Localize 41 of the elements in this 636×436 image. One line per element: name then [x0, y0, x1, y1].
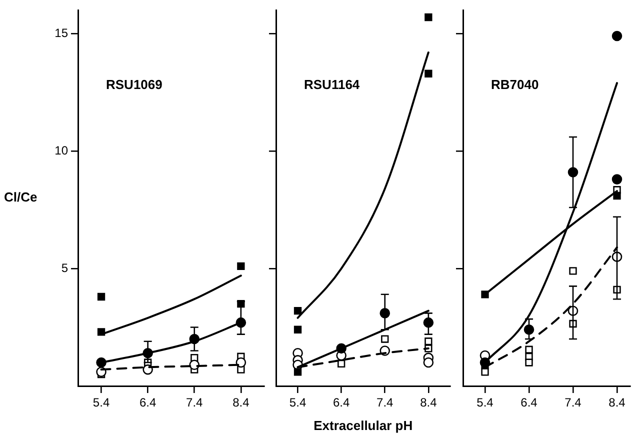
point — [424, 13, 432, 22]
x-tick-label: 5.4 — [92, 396, 110, 410]
point — [525, 346, 533, 354]
x-tick-label: 8.4 — [232, 396, 250, 410]
x-tick-label: 7.4 — [564, 396, 582, 410]
x-tick-label: 8.4 — [420, 396, 438, 410]
point — [525, 358, 533, 366]
point — [423, 357, 434, 368]
point — [424, 338, 432, 346]
point — [237, 366, 245, 374]
point — [424, 70, 432, 78]
point — [481, 368, 489, 376]
point — [612, 174, 622, 184]
x-tick-label: 6.4 — [520, 396, 538, 410]
text: RB7040 — [491, 76, 539, 92]
y-tick-label: 5 — [61, 260, 68, 275]
y-tick-label: 15 — [54, 26, 68, 40]
x-tick-label: 5.4 — [289, 396, 306, 410]
point — [237, 262, 245, 270]
point — [337, 360, 346, 368]
point — [97, 292, 106, 301]
point — [381, 335, 389, 343]
point — [294, 368, 302, 376]
x-tick-label: 5.4 — [476, 396, 494, 410]
point — [612, 30, 622, 42]
point — [142, 364, 153, 375]
y-axis-title: Cl/Ce — [4, 190, 38, 205]
x-tick-label: 7.4 — [186, 396, 204, 410]
x-tick-label: 6.4 — [139, 396, 156, 410]
text: RSU1164 — [304, 76, 360, 92]
point — [613, 192, 621, 200]
point — [294, 307, 302, 315]
point — [569, 267, 577, 275]
x-tick-label: 6.4 — [332, 396, 350, 410]
x-tick-label: 7.4 — [376, 396, 394, 410]
point — [294, 326, 302, 334]
text: RSU1069 — [106, 76, 162, 92]
point — [236, 357, 246, 368]
y-tick-label: 10 — [54, 143, 68, 158]
x-axis-title: Extracellular pH — [314, 418, 413, 433]
x-tick-label: 8.4 — [608, 396, 626, 410]
